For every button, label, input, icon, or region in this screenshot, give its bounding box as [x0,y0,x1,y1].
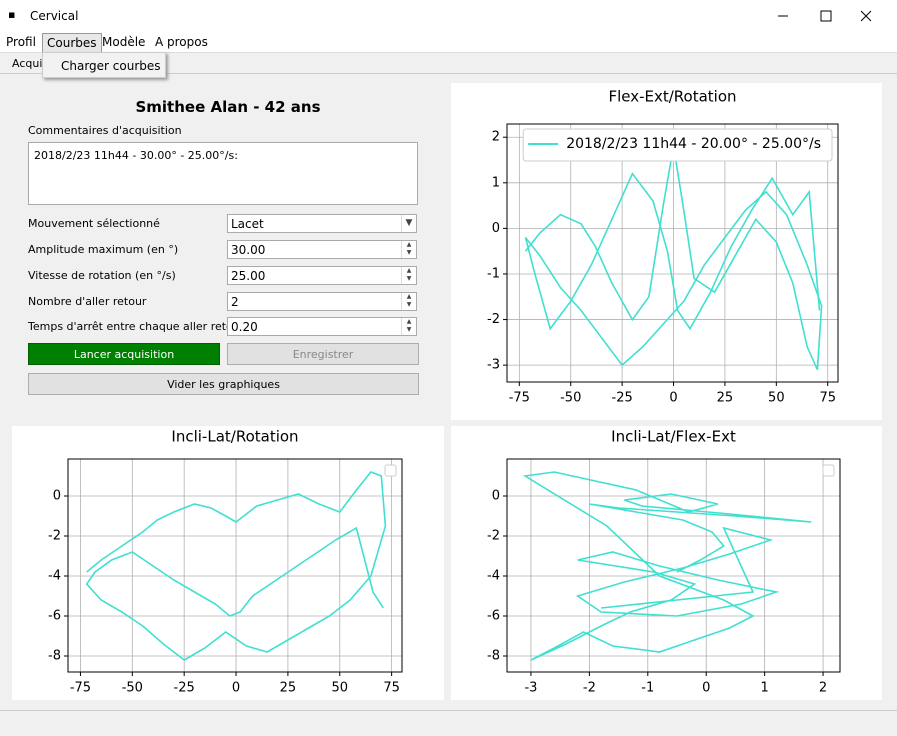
maximize-button[interactable] [820,10,832,22]
spin-box[interactable]: 0.20 ▲ ▼ [227,317,417,336]
window-title: Cervical [30,9,79,23]
legend-box [384,464,397,477]
y-tick-label: -1 [487,266,500,281]
legend-box [822,464,835,477]
spin-box[interactable]: 2 ▲ ▼ [227,292,417,311]
x-tick-label: 75 [383,681,400,696]
x-tick-label: 0 [232,681,240,696]
plot-frame [67,458,403,673]
combo-arrow[interactable]: ▼ [401,215,416,232]
y-tick-label: -4 [487,569,500,584]
combo-box[interactable]: Lacet ▼ [227,214,417,233]
y-tick-label: 0 [492,489,500,504]
chart-title: Incli-Lat/Flex-Ext [611,428,736,446]
y-tick-label: 2 [492,130,500,145]
x-tick-label: 25 [717,391,734,406]
x-tick-label: 0 [702,681,710,696]
x-tick-label: 50 [768,391,785,406]
data-line [524,146,823,371]
y-tick-label: -2 [48,529,61,544]
x-tick-label: 50 [331,681,348,696]
menu-item[interactable]: Modèle [102,35,146,49]
chart-panel: Incli-Lat/Flex-Ext -3 -2 -1 0 1 2 -8 -6 -4 -2 0 [451,426,882,700]
clear-button[interactable]: Vider les graphiques [28,373,419,395]
spin-arrows[interactable]: ▲ ▼ [401,241,416,258]
dropdown-item[interactable]: Charger courbes [61,59,161,73]
y-tick-label: -2 [487,312,500,327]
x-tick-label: -2 [583,681,596,696]
y-tick-label: -2 [487,529,500,544]
y-tick-label: 0 [53,489,61,504]
patient-name: Smithee Alan - 42 ans [135,98,321,116]
menu-item[interactable]: Profil [6,35,36,49]
x-tick-label: -50 [122,681,143,696]
chart-title: Incli-Lat/Rotation [171,428,298,446]
x-tick-label: -25 [174,681,195,696]
spin-arrows[interactable]: ▲ ▼ [401,318,416,335]
field-label: Mouvement sélectionné [28,217,160,230]
y-tick-label: -6 [487,609,500,624]
tab-bar: Acquis [0,53,897,74]
y-tick-label: 1 [492,175,500,190]
spin-arrows[interactable]: ▲ ▼ [401,267,416,284]
chart-title: Flex-Ext/Rotation [608,88,736,106]
comments-label: Commentaires d'acquisition [28,124,182,137]
x-tick-label: 1 [760,681,768,696]
form-panel: Smithee Alan - 42 ans Commentaires d'acq… [12,83,444,420]
dropdown-menu: Charger courbes [42,52,166,78]
y-tick-label: 0 [492,221,500,236]
legend-label: 2018/2/23 11h44 - 20.00° - 25.00°/s [566,136,821,152]
menu-bar: Profil Courbes Modèle A propos [0,32,897,53]
data-line [85,471,387,661]
x-tick-label: -50 [560,391,581,406]
chart-panel: Flex-Ext/Rotation -75 -50 -25 0 25 50 75 -3 -2 -1 0… [451,83,882,420]
spin-box[interactable]: 30.00 ▲ ▼ [227,240,417,259]
title-bar: ▪ Cervical [0,0,897,32]
x-tick-label: -3 [524,681,537,696]
spin-arrows[interactable]: ▲ ▼ [401,293,416,310]
x-tick-label: -75 [70,681,91,696]
field-label: Temps d'arrêt entre chaque aller retour [28,320,245,333]
y-tick-label: -6 [48,609,61,624]
field-label: Nombre d'aller retour [28,295,147,308]
save-button[interactable]: Enregistrer [227,343,419,365]
x-tick-label: -25 [612,391,633,406]
data-line [522,471,812,661]
legend-box [522,128,833,162]
field-label: Vitesse de rotation (en °/s) [28,269,176,282]
y-tick-label: -8 [48,649,61,664]
menu-item[interactable]: A propos [155,35,208,49]
window-controls [778,10,872,22]
x-tick-label: 25 [280,681,297,696]
spin-box[interactable]: 25.00 ▲ ▼ [227,266,417,285]
app-icon: ▪ [8,8,16,21]
tab[interactable]: Acquis [12,57,49,70]
x-tick-label: -1 [641,681,654,696]
x-tick-label: 2 [819,681,827,696]
y-tick-label: -8 [487,649,500,664]
y-tick-label: -4 [48,569,61,584]
field-label: Amplitude maximum (en °) [28,243,179,256]
y-tick-label: -3 [487,358,500,373]
plot-frame [506,123,839,383]
plot-frame [506,458,841,673]
status-bar [0,710,897,736]
start-button[interactable]: Lancer acquisition [28,343,220,365]
x-tick-label: -75 [509,391,530,406]
close-button[interactable] [860,10,872,22]
menu-item[interactable]: Courbes [42,33,102,53]
chart-panel: Incli-Lat/Rotation -75 -50 -25 0 25 50 75 -8 -6 -4… [12,426,444,700]
x-tick-label: 0 [669,391,677,406]
comments-box[interactable]: 2018/2/23 11h44 - 30.00° - 25.00°/s: [28,142,418,205]
x-tick-label: 75 [819,391,836,406]
